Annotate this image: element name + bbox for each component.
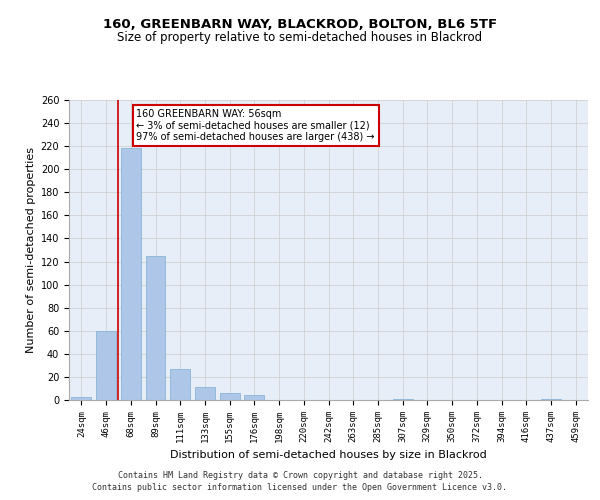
Bar	[121, 148, 140, 400]
Text: 160, GREENBARN WAY, BLACKROD, BOLTON, BL6 5TF: 160, GREENBARN WAY, BLACKROD, BOLTON, BL…	[103, 18, 497, 30]
Text: Contains HM Land Registry data © Crown copyright and database right 2025.
Contai: Contains HM Land Registry data © Crown c…	[92, 471, 508, 492]
Bar	[220, 393, 239, 400]
Y-axis label: Number of semi-detached properties: Number of semi-detached properties	[26, 147, 37, 353]
Bar	[244, 396, 264, 400]
X-axis label: Distribution of semi-detached houses by size in Blackrod: Distribution of semi-detached houses by …	[170, 450, 487, 460]
Bar	[393, 399, 413, 400]
Bar	[71, 396, 91, 400]
Bar	[96, 331, 116, 400]
Text: Size of property relative to semi-detached houses in Blackrod: Size of property relative to semi-detach…	[118, 31, 482, 44]
Bar	[170, 369, 190, 400]
Bar	[541, 399, 561, 400]
Text: 160 GREENBARN WAY: 56sqm
← 3% of semi-detached houses are smaller (12)
97% of se: 160 GREENBARN WAY: 56sqm ← 3% of semi-de…	[136, 109, 375, 142]
Bar	[195, 388, 215, 400]
Bar	[146, 256, 166, 400]
